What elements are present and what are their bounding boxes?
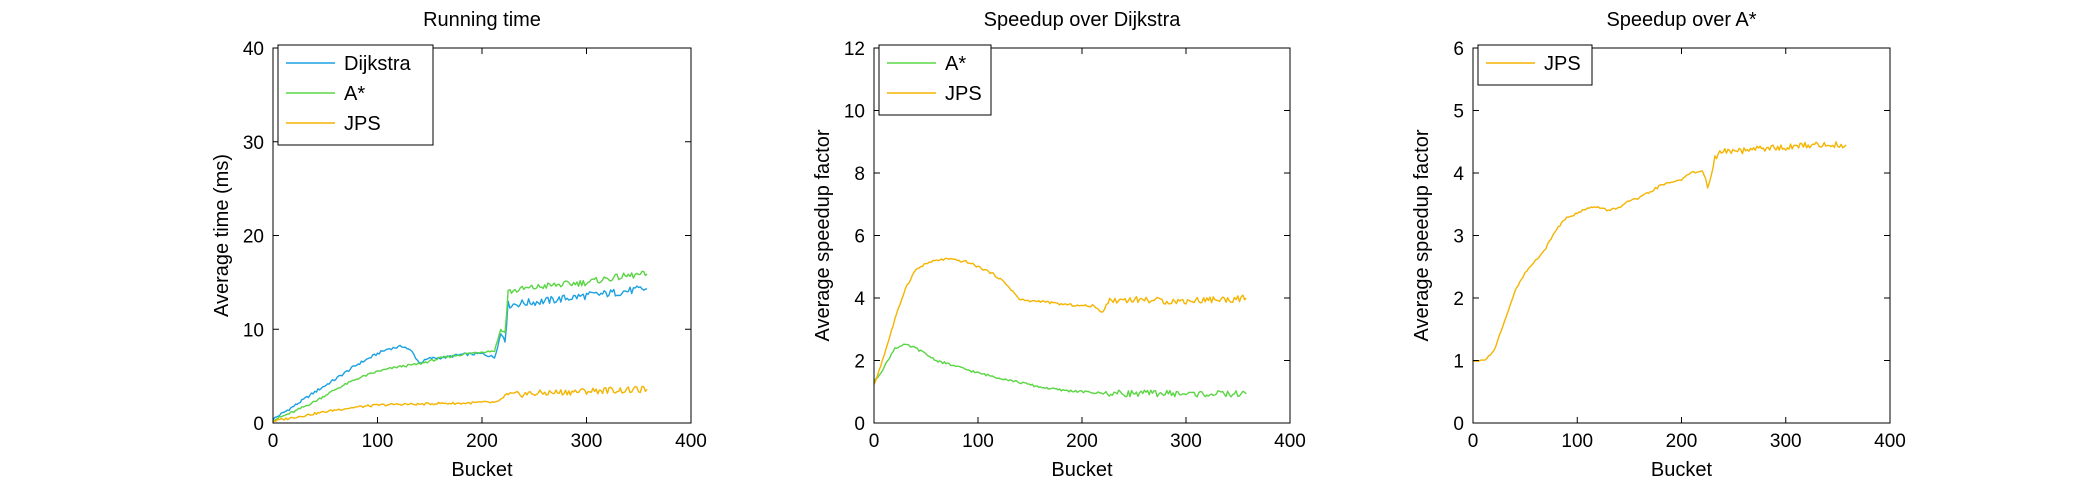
x-tick-label: 100: [962, 431, 994, 452]
x-tick-label: 300: [571, 431, 603, 452]
legend-label-astar: A*: [344, 83, 365, 105]
chart-speedup-over-astar: 0 100 200 300 400 0 1 2 3 4 5 6 Speedup over A* Bucke…: [1411, 9, 1906, 479]
chart-speedup-over-dijkstra: 0 100 200 300 400 0 2 4 6 8 10 12 Speedup over Dijks…: [812, 9, 1306, 479]
x-tick-label: 400: [1874, 431, 1906, 452]
x-tick-label: 0: [869, 431, 880, 452]
y-tick-label: 20: [243, 227, 264, 248]
y-tick-label: 2: [1453, 289, 1464, 310]
y-tick-label: 10: [844, 102, 865, 123]
series-line-jps: [873, 257, 1247, 385]
series-line-jps: [272, 385, 648, 423]
plot-frame: [1472, 47, 1891, 424]
y-axis-label: Average speedup factor: [812, 129, 834, 341]
y-tick-label: 8: [854, 164, 865, 185]
x-axis-label: Bucket: [1651, 459, 1713, 479]
x-tick-label: 100: [362, 431, 394, 452]
x-tick-label: 200: [1666, 431, 1698, 452]
series-line-astar: [873, 343, 1247, 398]
x-tick-label: 400: [1274, 431, 1306, 452]
chart-running-time: 0 100 200 300 400 0 10 20 30 40 Running time Bucket…: [211, 9, 707, 479]
chart-title: Running time: [423, 9, 541, 31]
x-tick-label: 200: [1066, 431, 1098, 452]
legend-label-jps: JPS: [945, 83, 982, 105]
y-tick-label: 2: [854, 352, 865, 373]
y-tick-label: 4: [854, 289, 865, 310]
legend-label-dijkstra: Dijkstra: [344, 53, 412, 75]
legend: Dijkstra A* JPS: [277, 44, 434, 146]
legend-label-jps: JPS: [1544, 53, 1581, 75]
legend: A* JPS: [878, 44, 992, 116]
legend-label-astar: A*: [945, 53, 966, 75]
chart-title: Speedup over Dijkstra: [984, 9, 1182, 31]
y-tick-label: 6: [1453, 39, 1464, 60]
y-tick-label: 6: [854, 227, 865, 248]
y-tick-label: 12: [844, 39, 865, 60]
y-axis-label: Average speedup factor: [1411, 129, 1433, 341]
y-tick-label: 0: [253, 414, 264, 435]
chart-title: Speedup over A*: [1606, 9, 1756, 31]
legend-label-jps: JPS: [344, 113, 381, 135]
x-axis-label: Bucket: [1051, 459, 1113, 479]
y-tick-label: 0: [854, 414, 865, 435]
y-tick-label: 5: [1453, 102, 1464, 123]
y-tick-label: 1: [1453, 352, 1464, 373]
legend-box: [1477, 44, 1593, 86]
x-tick-label: 100: [1561, 431, 1593, 452]
y-tick-label: 4: [1453, 164, 1464, 185]
series-line-dijkstra: [272, 285, 648, 421]
x-tick-label: 400: [675, 431, 707, 452]
x-tick-label: 200: [466, 431, 498, 452]
y-tick-label: 0: [1453, 414, 1464, 435]
x-tick-label: 300: [1770, 431, 1802, 452]
x-axis-label: Bucket: [451, 459, 513, 479]
y-tick-label: 30: [243, 133, 264, 154]
legend-box: [277, 44, 434, 146]
x-tick-label: 300: [1170, 431, 1202, 452]
series-line-jps: [1472, 141, 1847, 363]
x-tick-label: 0: [268, 431, 279, 452]
series-line-astar: [272, 270, 648, 422]
legend-box: [878, 44, 992, 116]
x-tick-label: 0: [1468, 431, 1479, 452]
y-tick-label: 10: [243, 320, 264, 341]
legend: JPS: [1477, 44, 1593, 86]
y-tick-label: 40: [243, 39, 264, 60]
y-axis-label: Average time (ms): [211, 154, 233, 317]
y-tick-label: 3: [1453, 227, 1464, 248]
